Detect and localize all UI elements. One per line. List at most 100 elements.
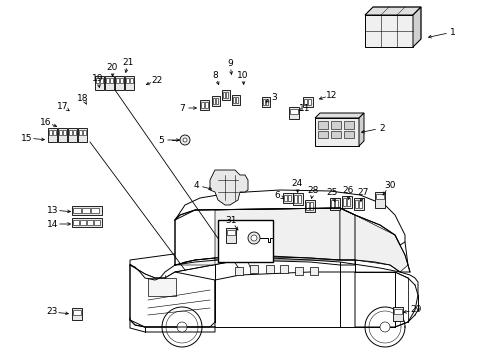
- Bar: [218, 220, 272, 262]
- Bar: [309, 267, 317, 275]
- Bar: [288, 107, 298, 119]
- Polygon shape: [130, 245, 354, 278]
- Text: 25: 25: [325, 188, 337, 197]
- Bar: [342, 198, 346, 206]
- Bar: [78, 128, 87, 142]
- Bar: [48, 128, 57, 142]
- Bar: [317, 131, 327, 138]
- Circle shape: [379, 322, 389, 332]
- Bar: [79, 130, 82, 135]
- Text: 21: 21: [122, 58, 133, 67]
- Circle shape: [177, 322, 186, 332]
- Bar: [120, 78, 123, 83]
- Text: 29: 29: [409, 306, 421, 315]
- Bar: [346, 198, 349, 206]
- Bar: [87, 220, 93, 225]
- Bar: [53, 130, 56, 135]
- Bar: [287, 195, 290, 201]
- Bar: [283, 193, 292, 203]
- Bar: [294, 267, 303, 275]
- Bar: [95, 76, 104, 90]
- Bar: [307, 99, 310, 105]
- Bar: [116, 78, 119, 83]
- Bar: [353, 198, 363, 210]
- Bar: [262, 97, 269, 107]
- Text: 22: 22: [151, 76, 163, 85]
- Bar: [83, 130, 86, 135]
- Text: 17: 17: [57, 102, 69, 111]
- Bar: [91, 208, 99, 213]
- Bar: [358, 200, 361, 208]
- Bar: [314, 118, 358, 146]
- Bar: [59, 130, 62, 135]
- Bar: [223, 92, 224, 98]
- Bar: [106, 78, 109, 83]
- Bar: [393, 309, 401, 314]
- Bar: [73, 310, 81, 315]
- Bar: [213, 98, 215, 104]
- Bar: [232, 97, 235, 103]
- Bar: [297, 195, 301, 203]
- Text: 26: 26: [342, 185, 353, 194]
- Bar: [284, 195, 286, 201]
- Bar: [334, 200, 337, 208]
- Polygon shape: [130, 265, 215, 327]
- Bar: [280, 265, 287, 273]
- Text: 31: 31: [225, 216, 236, 225]
- Bar: [329, 198, 339, 210]
- Bar: [309, 202, 312, 210]
- Polygon shape: [314, 113, 363, 118]
- Text: 28: 28: [306, 185, 318, 194]
- Text: 24: 24: [291, 179, 302, 188]
- Bar: [249, 265, 258, 273]
- Text: 11: 11: [299, 104, 310, 113]
- Bar: [225, 92, 227, 98]
- Bar: [317, 121, 327, 129]
- Polygon shape: [209, 170, 247, 205]
- Text: 30: 30: [384, 180, 395, 189]
- Text: 1: 1: [449, 27, 455, 36]
- Bar: [115, 76, 124, 90]
- Bar: [73, 220, 79, 225]
- Text: 15: 15: [21, 134, 33, 143]
- Bar: [289, 109, 297, 114]
- Bar: [343, 121, 353, 129]
- Text: 19: 19: [92, 73, 103, 82]
- Bar: [330, 121, 340, 129]
- Bar: [292, 193, 303, 205]
- Bar: [80, 220, 86, 225]
- Bar: [110, 78, 113, 83]
- Text: 20: 20: [106, 63, 118, 72]
- Text: 18: 18: [77, 94, 88, 103]
- Bar: [303, 97, 312, 107]
- Bar: [265, 99, 267, 105]
- Circle shape: [183, 138, 186, 142]
- Text: 16: 16: [40, 117, 52, 126]
- Text: 23: 23: [46, 307, 58, 316]
- Bar: [375, 194, 383, 199]
- Bar: [94, 220, 100, 225]
- Polygon shape: [215, 208, 339, 260]
- Bar: [212, 96, 220, 106]
- Bar: [148, 278, 176, 296]
- Bar: [231, 95, 240, 105]
- Bar: [305, 200, 314, 212]
- Bar: [354, 200, 357, 208]
- Bar: [330, 200, 333, 208]
- Bar: [225, 228, 236, 243]
- Bar: [265, 265, 273, 273]
- Text: 13: 13: [47, 206, 59, 215]
- Bar: [343, 131, 353, 138]
- Polygon shape: [175, 208, 409, 272]
- Text: 8: 8: [212, 71, 218, 80]
- Text: 3: 3: [270, 93, 276, 102]
- Text: 4: 4: [193, 180, 199, 189]
- Bar: [201, 102, 203, 108]
- Text: 12: 12: [325, 90, 337, 99]
- Bar: [105, 76, 114, 90]
- Polygon shape: [412, 7, 420, 47]
- Polygon shape: [175, 258, 215, 265]
- Bar: [341, 196, 351, 208]
- Bar: [263, 99, 264, 105]
- Bar: [72, 218, 102, 227]
